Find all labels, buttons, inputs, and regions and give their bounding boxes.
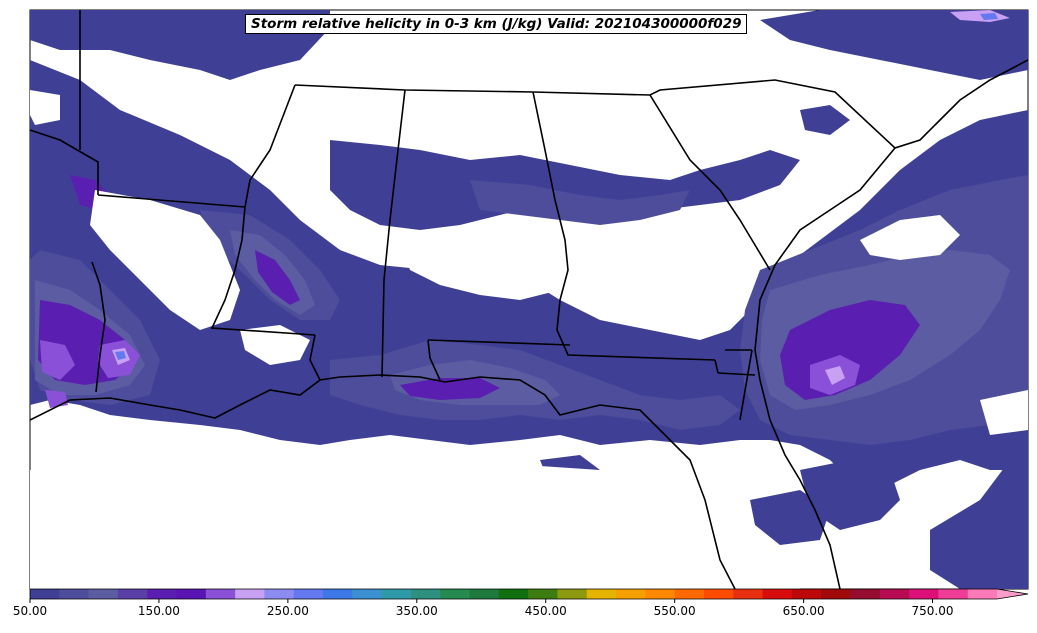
colorbar-segment — [410, 589, 441, 599]
colorbar-tick-label: 150.00 — [137, 604, 180, 618]
colorbar-segment — [645, 589, 676, 599]
colorbar — [29, 588, 1029, 603]
colorbar-segment — [323, 589, 353, 599]
colorbar-segment — [469, 589, 500, 599]
colorbar-segment — [205, 589, 236, 599]
colorbar-segment — [791, 589, 822, 599]
colorbar-segment — [938, 589, 969, 599]
colorbar-segment — [30, 589, 60, 599]
colorbar-segment — [616, 589, 646, 599]
colorbar-segment — [557, 589, 588, 599]
colorbar-segment — [59, 589, 90, 599]
colorbar-tick-label: 50.00 — [12, 604, 48, 618]
boundaries — [30, 10, 1028, 589]
colorbar-segment — [440, 589, 471, 599]
colorbar-segment — [909, 589, 939, 599]
colorbar-segment — [762, 589, 793, 599]
colorbar-segment — [498, 589, 529, 599]
colorbar-segment — [381, 589, 412, 599]
colorbar-segment — [293, 589, 324, 599]
colorbar-segment — [176, 589, 207, 599]
colorbar-segment — [733, 589, 764, 599]
colorbar-segment — [967, 589, 998, 599]
colorbar-segment — [821, 589, 851, 599]
colorbar-segment — [352, 589, 383, 599]
colorbar-segment — [88, 589, 119, 599]
colorbar-segment — [235, 589, 265, 599]
colorbar-segment — [147, 589, 178, 599]
colorbar-tick-label: 250.00 — [266, 604, 309, 618]
colorbar-segment — [850, 589, 881, 599]
colorbar-segment — [674, 589, 705, 599]
colorbar-tick-label: 750.00 — [911, 604, 954, 618]
colorbar-segment — [879, 589, 910, 599]
colorbar-segment — [703, 589, 734, 599]
colorbar-tick-label: 550.00 — [653, 604, 696, 618]
colorbar-tick-label: 450.00 — [524, 604, 567, 618]
colorbar-extend-arrow — [997, 589, 1028, 599]
map-title: Storm relative helicity in 0-3 km (J/kg)… — [245, 14, 748, 34]
colorbar-segment — [264, 589, 295, 599]
colorbar-tick-label: 350.00 — [395, 604, 438, 618]
colorbar-segment — [528, 589, 558, 599]
colorbar-segment — [117, 589, 148, 599]
colorbar-segment — [586, 589, 617, 599]
colorbar-tick-label: 650.00 — [782, 604, 825, 618]
